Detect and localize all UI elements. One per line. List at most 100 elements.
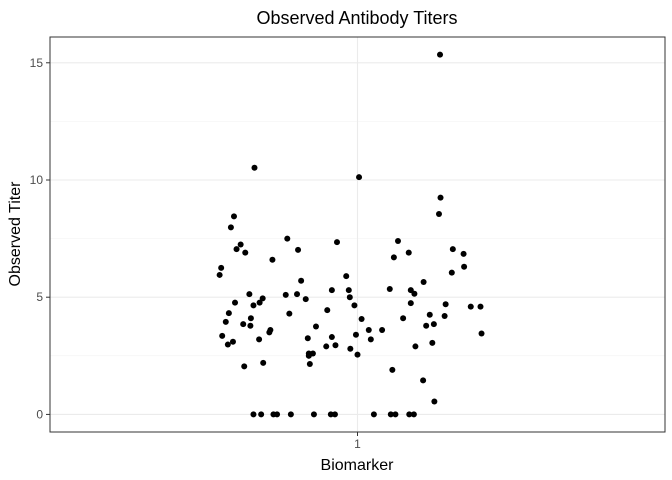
data-point (247, 322, 254, 329)
data-point (274, 411, 281, 418)
data-point (294, 291, 301, 298)
data-point (441, 312, 448, 319)
data-point (218, 264, 225, 271)
data-point (323, 343, 330, 350)
data-point (310, 411, 317, 418)
data-point (352, 331, 359, 338)
data-point (345, 287, 352, 294)
x-tick-label: 1 (354, 437, 361, 451)
x-axis-title: Biomarker (321, 457, 395, 474)
data-point (328, 334, 335, 341)
data-point (411, 290, 418, 297)
data-point (251, 164, 258, 171)
data-point (219, 332, 226, 339)
data-point (448, 269, 455, 276)
data-point (431, 398, 438, 405)
data-point (327, 411, 334, 418)
data-point (237, 241, 244, 248)
data-point (284, 235, 291, 242)
data-point (423, 322, 430, 329)
data-point (477, 303, 484, 310)
data-point (250, 302, 257, 309)
data-point (328, 287, 335, 294)
data-point (478, 330, 485, 337)
data-point (305, 350, 312, 357)
data-point (410, 411, 417, 418)
data-point (412, 343, 419, 350)
data-point (442, 301, 449, 308)
data-point (312, 323, 319, 330)
data-point (224, 341, 231, 348)
data-point (429, 339, 436, 346)
data-point (302, 296, 309, 303)
data-point (449, 246, 456, 253)
data-point (324, 307, 331, 314)
data-point (216, 271, 223, 278)
chart-title: Observed Antibody Titers (256, 8, 457, 28)
data-point (304, 335, 311, 342)
data-point (287, 411, 294, 418)
data-point (420, 278, 427, 285)
data-point (331, 411, 338, 418)
data-point (229, 338, 236, 345)
data-point (256, 299, 263, 306)
data-point (347, 345, 354, 352)
data-point (420, 377, 427, 384)
data-point (247, 315, 254, 322)
data-point (250, 411, 257, 418)
data-point (389, 366, 396, 373)
grid-lines (50, 37, 665, 432)
data-point (437, 51, 444, 58)
data-point (356, 174, 363, 181)
data-point (437, 194, 444, 201)
data-point (232, 299, 239, 306)
y-axis-title: Observed Titer (7, 181, 24, 287)
data-point (379, 327, 386, 334)
data-point (406, 411, 413, 418)
data-point (400, 315, 407, 322)
y-tick-label: 15 (30, 56, 44, 70)
data-point (242, 249, 249, 256)
data-point (467, 303, 474, 310)
data-point (407, 300, 414, 307)
data-point (256, 336, 263, 343)
data-point (259, 295, 266, 302)
data-point (282, 291, 289, 298)
y-tick-label: 10 (30, 173, 44, 187)
axes: 0 5 10 15 1 (30, 56, 362, 451)
data-point (260, 359, 267, 366)
data-point (233, 246, 240, 253)
data-point (392, 411, 399, 418)
data-point (365, 327, 372, 334)
data-point (230, 213, 237, 220)
data-point (358, 316, 365, 323)
data-point (334, 239, 340, 246)
data-point (240, 321, 247, 328)
data-point (306, 361, 313, 368)
data-point (386, 286, 393, 293)
data-point (295, 246, 302, 253)
data-point (351, 302, 358, 309)
data-point (267, 327, 274, 334)
data-point (309, 350, 316, 357)
data-point (343, 273, 350, 280)
data-point (286, 310, 293, 317)
data-point (332, 342, 339, 349)
data-point (390, 254, 397, 261)
data-point (225, 310, 232, 317)
data-points (216, 51, 485, 418)
data-point (435, 210, 442, 217)
data-point (258, 411, 265, 418)
data-point (269, 256, 276, 263)
data-point (426, 311, 433, 318)
data-point (246, 291, 253, 298)
y-tick-label: 5 (36, 290, 43, 304)
data-point (461, 263, 468, 270)
data-point (387, 411, 394, 418)
data-point (241, 363, 248, 370)
data-point (460, 250, 467, 257)
data-point (430, 321, 437, 328)
data-point (367, 336, 374, 343)
data-point (222, 318, 229, 325)
data-point (354, 351, 361, 358)
